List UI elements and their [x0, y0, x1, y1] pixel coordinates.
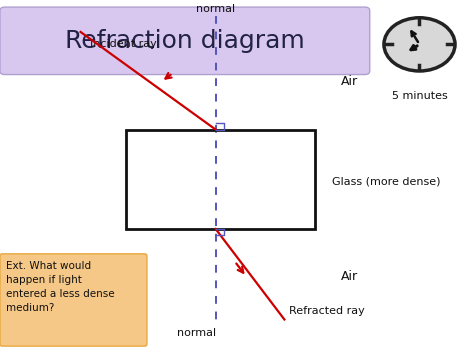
Text: Incident ray: Incident ray	[90, 39, 157, 49]
Text: 5 minutes: 5 minutes	[392, 91, 447, 100]
FancyBboxPatch shape	[0, 254, 147, 346]
Text: Ext. What would
happen if light
entered a less dense
medium?: Ext. What would happen if light entered …	[6, 261, 114, 313]
Text: normal: normal	[177, 328, 216, 338]
Text: Refracted ray: Refracted ray	[289, 306, 365, 316]
Text: Air: Air	[341, 271, 358, 283]
Bar	[126, 130, 315, 229]
Text: normal: normal	[196, 4, 235, 14]
Text: Glass (more dense): Glass (more dense)	[332, 176, 440, 186]
Text: Air: Air	[341, 75, 358, 88]
Circle shape	[384, 18, 455, 71]
FancyBboxPatch shape	[0, 7, 370, 75]
Text: Refraction diagram: Refraction diagram	[65, 29, 305, 53]
